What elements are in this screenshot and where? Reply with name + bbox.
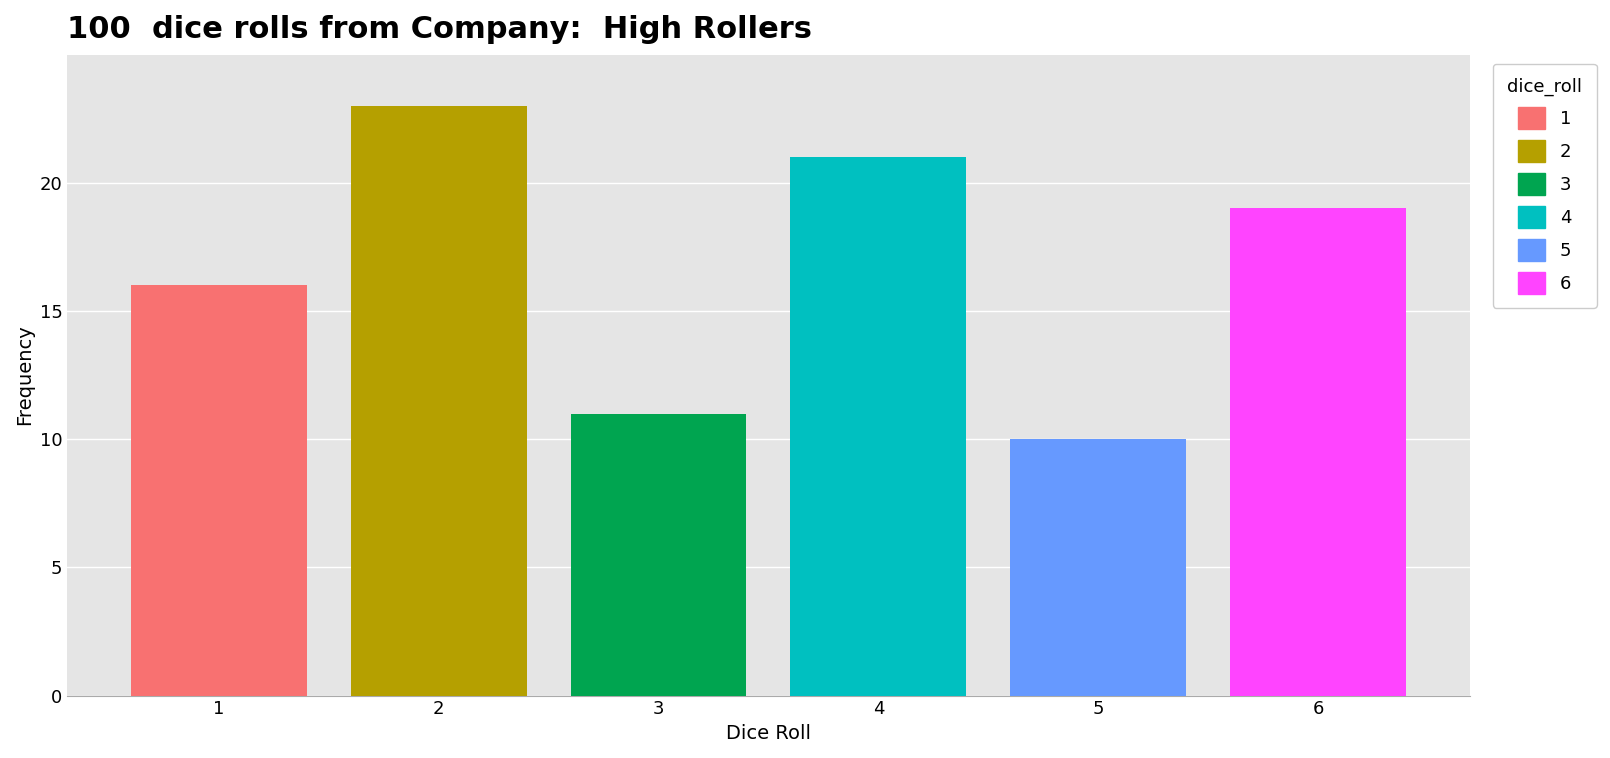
Bar bbox=[1009, 439, 1187, 696]
Legend: 1, 2, 3, 4, 5, 6: 1, 2, 3, 4, 5, 6 bbox=[1492, 64, 1597, 308]
X-axis label: Dice Roll: Dice Roll bbox=[726, 724, 811, 743]
Bar bbox=[570, 414, 747, 696]
Bar bbox=[1230, 208, 1406, 696]
Bar bbox=[130, 286, 308, 696]
Y-axis label: Frequency: Frequency bbox=[14, 324, 34, 425]
Bar bbox=[351, 106, 526, 696]
Bar bbox=[791, 157, 966, 696]
Text: 100  dice rolls from Company:  High Rollers: 100 dice rolls from Company: High Roller… bbox=[68, 15, 813, 44]
